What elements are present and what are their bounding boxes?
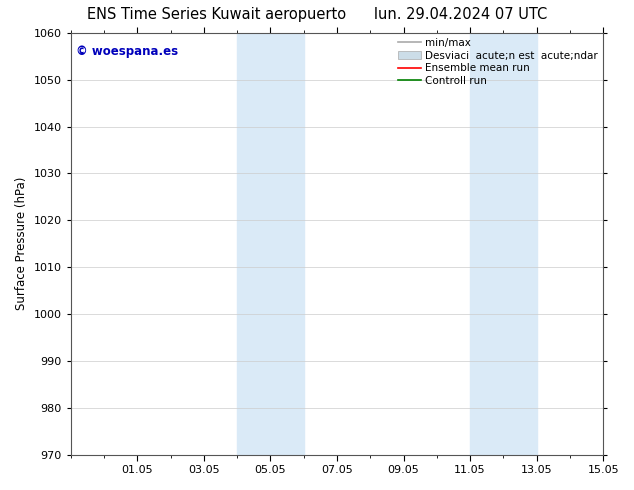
Bar [470,33,536,455]
Legend: min/max, Desviaci  acute;n est  acute;ndar, Ensemble mean run, Controll run: min/max, Desviaci acute;n est acute;ndar… [396,36,600,88]
Text: ENS Time Series Kuwait aeropuerto      lun. 29.04.2024 07 UTC: ENS Time Series Kuwait aeropuerto lun. 2… [87,7,547,23]
Bar [237,33,304,455]
Y-axis label: Surface Pressure (hPa): Surface Pressure (hPa) [15,177,28,310]
Text: © woespana.es: © woespana.es [76,46,178,58]
